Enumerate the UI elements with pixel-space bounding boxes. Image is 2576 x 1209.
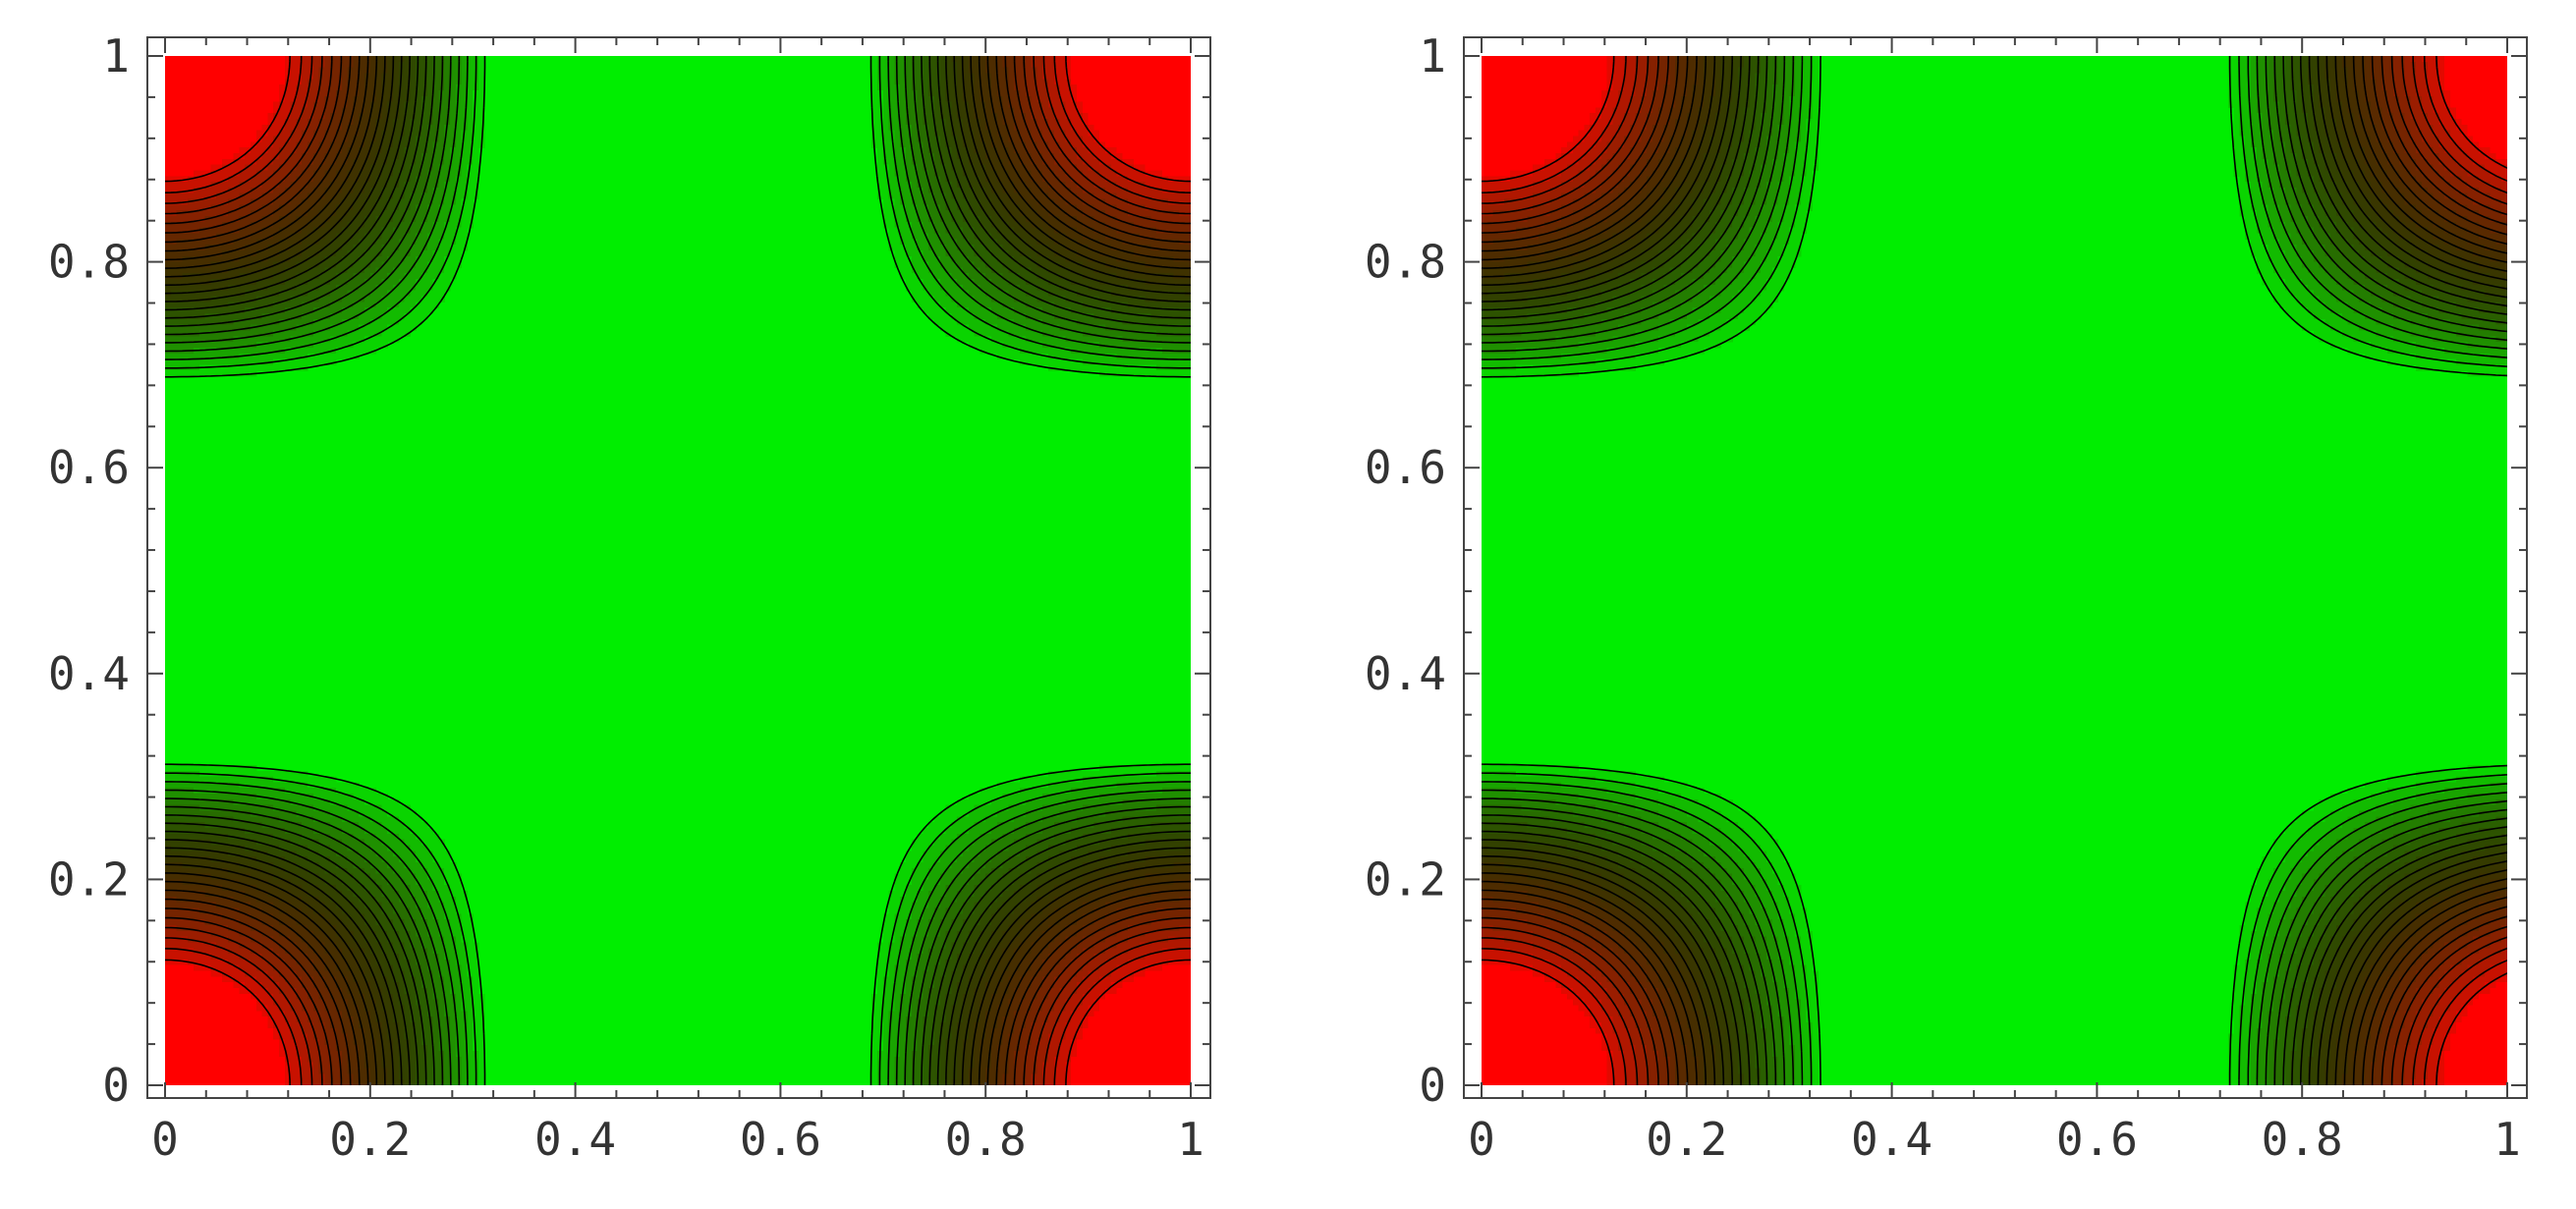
contour-line (165, 56, 1191, 1085)
y-tick-label: 0 (1419, 1059, 1446, 1112)
contour-line (1482, 56, 2507, 1085)
plot-frame (1463, 36, 2528, 1099)
contour-line (165, 56, 1191, 1085)
x-tick-label: 1 (1177, 1113, 1204, 1166)
y-tick-label: 0.6 (48, 441, 130, 494)
contour-line (1482, 56, 2507, 1085)
contour-line (1482, 56, 2507, 1085)
y-tick-label: 0.8 (48, 236, 130, 289)
contour-line (165, 56, 1191, 1085)
contour-line (165, 56, 1191, 1085)
contour-line (1482, 56, 2507, 1085)
contour-line (165, 56, 1191, 1085)
contour-line (1482, 56, 2507, 1085)
contour-lines (165, 56, 1191, 1085)
x-tick-label: 0.6 (740, 1113, 821, 1166)
y-tick-label: 0.8 (1365, 236, 1446, 289)
x-tick-label: 0.2 (1646, 1113, 1727, 1166)
contour-line (165, 56, 1191, 1085)
contour-line (165, 56, 1191, 1085)
contour-line (1482, 56, 2507, 1085)
x-tick-label: 0 (151, 1113, 179, 1166)
contour-line (1482, 56, 2507, 1085)
y-tick-label: 0.2 (48, 852, 130, 906)
contour-line (1482, 56, 2507, 1085)
contour-panel-left: 00 0.2 0.2 0.4 0.4 0.6 0.6 0.8 0.8 1 1 (48, 29, 1211, 1166)
plot-frame (146, 36, 1211, 1099)
contour-line (165, 56, 1191, 1085)
x-tick-label: 0.8 (945, 1113, 1027, 1166)
x-tick-label: 0 (1468, 1113, 1495, 1166)
contour-line (1482, 56, 2507, 1085)
x-tick-label: 0.4 (534, 1113, 616, 1166)
contour-line (1482, 56, 2507, 1085)
y-tick-label: 0 (102, 1059, 130, 1112)
contour-line (165, 56, 1191, 1085)
contour-line (165, 56, 1191, 1085)
contour-line (1482, 56, 2507, 1085)
contour-line (165, 56, 1191, 1085)
contour-line (1482, 56, 2507, 1085)
contour-line (1482, 56, 2507, 1085)
contour-line (1482, 56, 2507, 1085)
contour-line (1482, 56, 2507, 1085)
contour-line (165, 56, 1191, 1085)
contour-panel-right: 00 0.2 0.2 0.4 0.4 0.6 0.6 0.8 0.8 1 1 (1365, 29, 2528, 1166)
contour-fill-area (1482, 56, 2507, 1085)
x-tick-label: 0.4 (1851, 1113, 1932, 1166)
y-tick-label: 0.6 (1365, 441, 1446, 494)
contour-line (1482, 56, 2507, 1085)
axes: 00 0.2 0.2 0.4 0.4 0.6 0.6 0.8 0.8 1 1 (1365, 29, 2527, 1166)
contour-line (165, 56, 1191, 1085)
contour-line (1482, 56, 2507, 1085)
y-tick-label: 0.2 (1365, 852, 1446, 906)
contour-line (1482, 56, 2507, 1085)
contour-line (165, 56, 1191, 1085)
contour-line (165, 56, 1191, 1085)
contour-line (165, 56, 1191, 1085)
y-tick-label: 0.4 (1365, 647, 1446, 700)
contour-line (165, 56, 1191, 1085)
x-tick-label: 0.8 (2262, 1113, 2343, 1166)
contour-lines (1482, 56, 2507, 1085)
contour-line (1482, 56, 2507, 1085)
contour-line (165, 56, 1191, 1085)
y-tick-label: 1 (1419, 29, 1446, 82)
y-tick-label: 1 (102, 29, 130, 82)
contour-line (165, 56, 1191, 1085)
contour-fill-area (165, 56, 1191, 1085)
contour-line (1482, 56, 2507, 1085)
contour-line (165, 56, 1191, 1085)
x-tick-label: 0.2 (329, 1113, 411, 1166)
contour-line (165, 56, 1191, 1085)
contour-line (1482, 56, 2507, 1085)
x-tick-label: 1 (2493, 1113, 2521, 1166)
contour-line (1482, 56, 2507, 1085)
axes: 00 0.2 0.2 0.4 0.4 0.6 0.6 0.8 0.8 1 1 (48, 29, 1210, 1166)
y-tick-label: 0.4 (48, 647, 130, 700)
contour-line (165, 56, 1191, 1085)
contour-line (165, 56, 1191, 1085)
x-tick-label: 0.6 (2056, 1113, 2138, 1166)
contour-line (1482, 56, 2507, 1085)
